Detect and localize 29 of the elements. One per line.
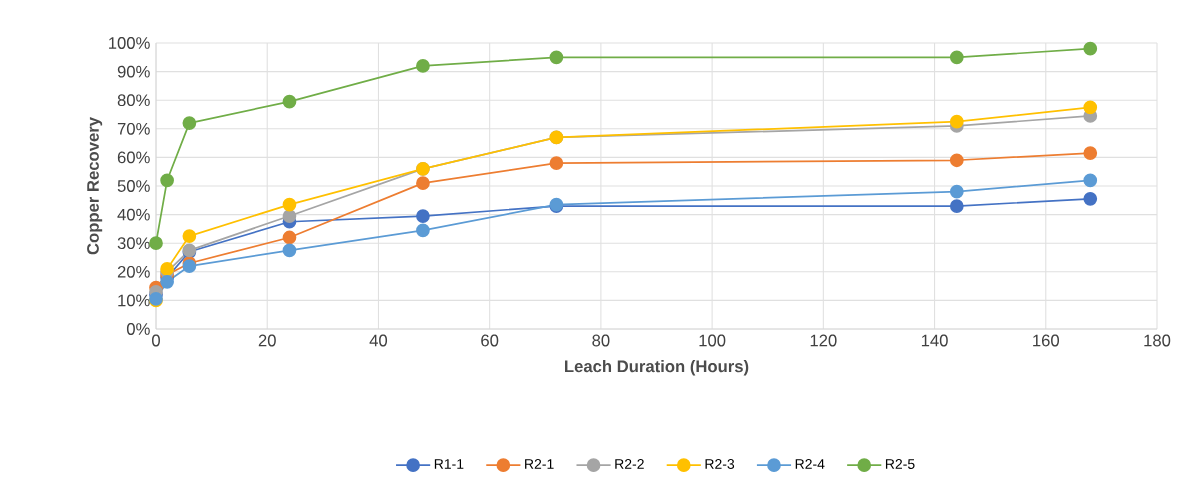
x-tick-label: 180 [1144,334,1171,347]
y-tick-label: 70% [117,122,150,135]
legend-label: R2-2 [615,459,644,469]
y-tick-label: 30% [117,237,150,250]
legend-label: R2-3 [705,459,735,469]
x-tick-label: 120 [810,334,837,347]
x-tick-label: 100 [699,334,726,347]
x-tick-label: 140 [921,334,948,347]
y-axis-title: Copper Recovery [87,117,103,255]
x-tick-label: 0 [152,334,160,347]
x-tick-label: 20 [258,334,276,347]
y-tick-label: 100% [109,37,150,49]
legend-label: R2-5 [885,459,915,469]
legend-label: R1-1 [434,459,464,469]
legend-label: R2-1 [525,459,554,469]
y-tick-label: 40% [117,208,150,221]
x-tick-label: 40 [369,334,388,347]
y-tick-label: 60% [117,151,150,164]
x-tick-label: 160 [1033,334,1060,347]
x-axis-title: Leach Duration (Hours) [565,359,749,376]
y-tick-label: 20% [117,265,150,278]
legend-label: R2-4 [795,459,825,469]
x-tick-label: 80 [592,334,610,347]
y-tick-label: 90% [117,65,150,78]
y-tick-label: 50% [117,180,150,192]
x-tick-label: 60 [481,334,499,347]
y-tick-label: 0% [126,323,150,335]
y-tick-label: 10% [118,294,150,307]
y-tick-label: 80% [117,94,150,107]
